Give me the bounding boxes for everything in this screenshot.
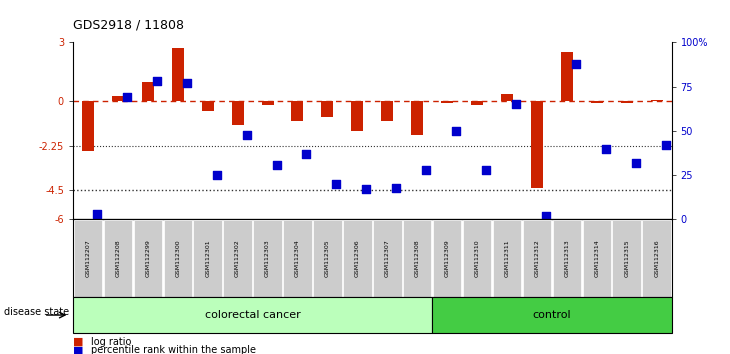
- Text: percentile rank within the sample: percentile rank within the sample: [91, 346, 256, 354]
- Bar: [201, 102, 214, 111]
- Point: [361, 187, 372, 192]
- Point: [241, 132, 253, 137]
- Bar: [531, 102, 543, 188]
- Text: GSM112208: GSM112208: [115, 240, 120, 277]
- Point: [121, 95, 133, 100]
- Bar: [650, 99, 663, 102]
- Bar: [411, 102, 423, 135]
- Bar: [112, 96, 124, 102]
- Text: GSM112312: GSM112312: [534, 240, 539, 277]
- Bar: [441, 102, 453, 103]
- Text: GSM112313: GSM112313: [564, 240, 569, 277]
- Point: [660, 142, 672, 148]
- Point: [510, 102, 522, 107]
- Text: GSM112309: GSM112309: [445, 240, 450, 277]
- Bar: [591, 102, 603, 103]
- Point: [271, 162, 283, 167]
- Bar: [620, 102, 633, 103]
- Bar: [471, 102, 483, 105]
- Bar: [82, 102, 94, 151]
- Point: [331, 181, 342, 187]
- Text: GSM112307: GSM112307: [385, 240, 390, 277]
- Text: GSM112207: GSM112207: [85, 240, 91, 277]
- Text: GSM112302: GSM112302: [235, 240, 240, 277]
- Text: GSM112304: GSM112304: [295, 240, 300, 277]
- Text: GSM112299: GSM112299: [145, 240, 150, 277]
- Point: [420, 167, 432, 173]
- Bar: [561, 52, 573, 102]
- Point: [630, 160, 642, 166]
- Text: GSM112301: GSM112301: [205, 240, 210, 277]
- Bar: [291, 102, 304, 121]
- Text: control: control: [533, 310, 571, 320]
- Point: [91, 211, 103, 217]
- Text: GSM112303: GSM112303: [265, 240, 270, 277]
- Bar: [261, 102, 274, 105]
- Text: GSM112316: GSM112316: [654, 240, 659, 277]
- Text: ■: ■: [73, 346, 83, 354]
- Point: [211, 172, 223, 178]
- Bar: [351, 102, 364, 131]
- Bar: [172, 48, 184, 102]
- Point: [540, 213, 552, 219]
- Point: [151, 79, 163, 84]
- Text: log ratio: log ratio: [91, 337, 131, 347]
- Bar: [501, 93, 513, 102]
- Point: [600, 146, 612, 152]
- Point: [301, 151, 312, 157]
- Bar: [321, 102, 334, 117]
- Text: GSM112300: GSM112300: [175, 240, 180, 277]
- Text: colorectal cancer: colorectal cancer: [204, 310, 301, 320]
- Bar: [381, 102, 393, 121]
- Text: GSM112311: GSM112311: [504, 240, 510, 277]
- Text: ■: ■: [73, 337, 83, 347]
- Text: disease state: disease state: [4, 307, 69, 316]
- Text: GSM112308: GSM112308: [415, 240, 420, 277]
- Bar: [231, 102, 244, 125]
- Point: [480, 167, 492, 173]
- Point: [391, 185, 402, 190]
- Text: GSM112305: GSM112305: [325, 240, 330, 277]
- Bar: [142, 82, 154, 102]
- Text: GSM112306: GSM112306: [355, 240, 360, 277]
- Point: [450, 128, 462, 134]
- Text: GSM112315: GSM112315: [624, 240, 629, 277]
- Text: GSM112314: GSM112314: [594, 240, 599, 277]
- Point: [181, 80, 193, 86]
- Text: GDS2918 / 11808: GDS2918 / 11808: [73, 19, 184, 32]
- Point: [570, 61, 582, 67]
- Text: GSM112310: GSM112310: [474, 240, 480, 277]
